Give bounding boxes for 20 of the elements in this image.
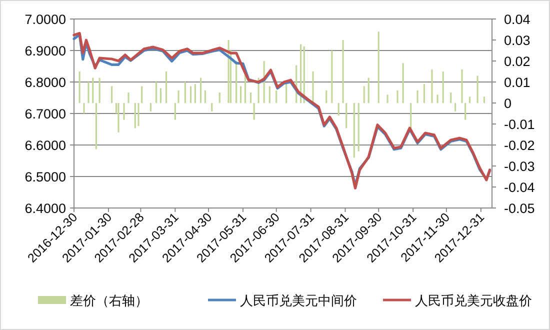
y-tick-label: 6.6000 [24, 138, 66, 153]
y2-tick-label: -0.03 [504, 159, 535, 174]
y2-tick-label: 0 [504, 96, 512, 111]
y2-tick-label: 0.01 [504, 75, 530, 90]
y-tick-label: 6.9000 [24, 44, 66, 58]
legend-label: 人民币兑美元收盘价 [415, 293, 532, 308]
y2-tick-label: 0.03 [504, 33, 530, 48]
legend-label: 差价（右轴） [70, 293, 148, 308]
y-tick-label: 6.4000 [24, 201, 66, 216]
y-tick-label: 6.5000 [24, 170, 66, 184]
y-tick-label: 6.8000 [24, 75, 66, 90]
y2-tick-label: -0.05 [504, 201, 535, 216]
y2-tick-label: -0.02 [504, 138, 535, 153]
y2-tick-label: -0.01 [504, 117, 535, 132]
y2-tick-label: 0.04 [504, 12, 531, 27]
y2-tick-label: -0.04 [504, 180, 536, 195]
y2-tick-label: 0.02 [504, 54, 530, 69]
y-tick-label: 7.0000 [24, 12, 66, 27]
legend-label: 人民币兑美元中间价 [240, 293, 357, 308]
y-tick-label: 6.7000 [24, 106, 66, 122]
